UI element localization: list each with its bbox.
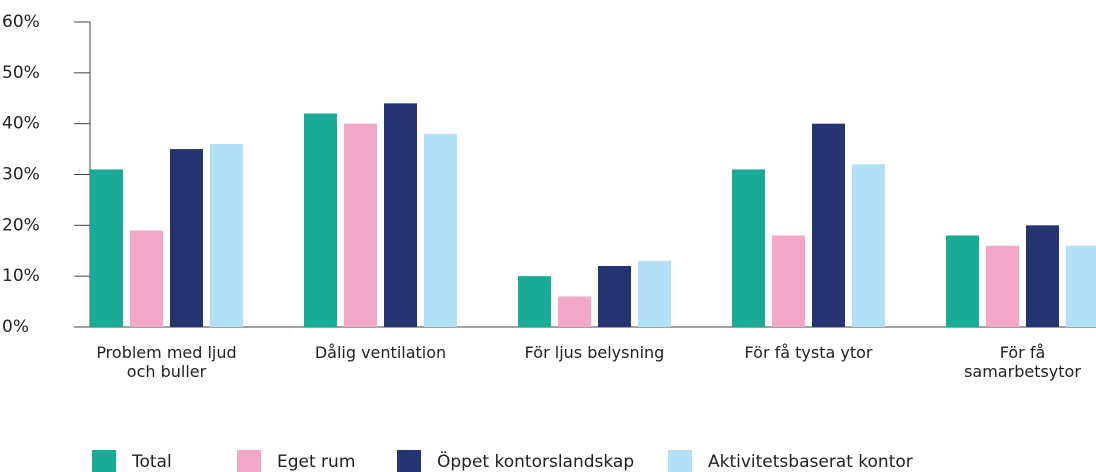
legend-label: Eget rum [277, 452, 355, 472]
bar [732, 169, 765, 327]
legend-swatch [668, 450, 692, 472]
legend-swatch [397, 450, 421, 472]
bar [1026, 225, 1059, 327]
legend-label: Aktivitetsbaserat kontor [708, 452, 913, 472]
bar [812, 123, 845, 328]
legend-label: Total [131, 452, 172, 472]
y-tick-label: 60% [2, 12, 40, 32]
bar [598, 266, 631, 327]
x-tick-label: För ljus belysning [524, 343, 665, 362]
bar [384, 103, 417, 327]
bar [772, 235, 805, 327]
y-tick-label: 20% [2, 215, 40, 235]
bar [852, 164, 885, 327]
y-tick-label: 10% [2, 266, 40, 286]
bar [344, 123, 377, 328]
legend-swatch [92, 450, 116, 472]
bar [946, 235, 979, 327]
bar [424, 133, 457, 327]
bar [558, 296, 591, 327]
bar [170, 149, 203, 327]
x-tick-label: Problem med ljud och buller [96, 343, 237, 381]
bar [90, 169, 123, 327]
x-tick-label: För få samarbetsytor [964, 343, 1081, 381]
bar [638, 260, 671, 327]
bar [986, 245, 1019, 327]
y-tick-label: 30% [2, 165, 40, 185]
x-tick-label: För få tysta ytor [744, 343, 873, 362]
x-tick-label: Dålig ventilation [314, 343, 447, 362]
bar [518, 276, 551, 327]
y-tick-label: 0% [2, 317, 29, 337]
bar [210, 144, 243, 327]
bar [1066, 245, 1096, 327]
legend-swatch [237, 450, 261, 472]
bar [130, 230, 163, 327]
bar [304, 113, 337, 327]
legend-label: Öppet kontorslandskap [437, 450, 634, 472]
y-tick-label: 40% [2, 114, 40, 134]
y-tick-label: 50% [2, 63, 40, 83]
